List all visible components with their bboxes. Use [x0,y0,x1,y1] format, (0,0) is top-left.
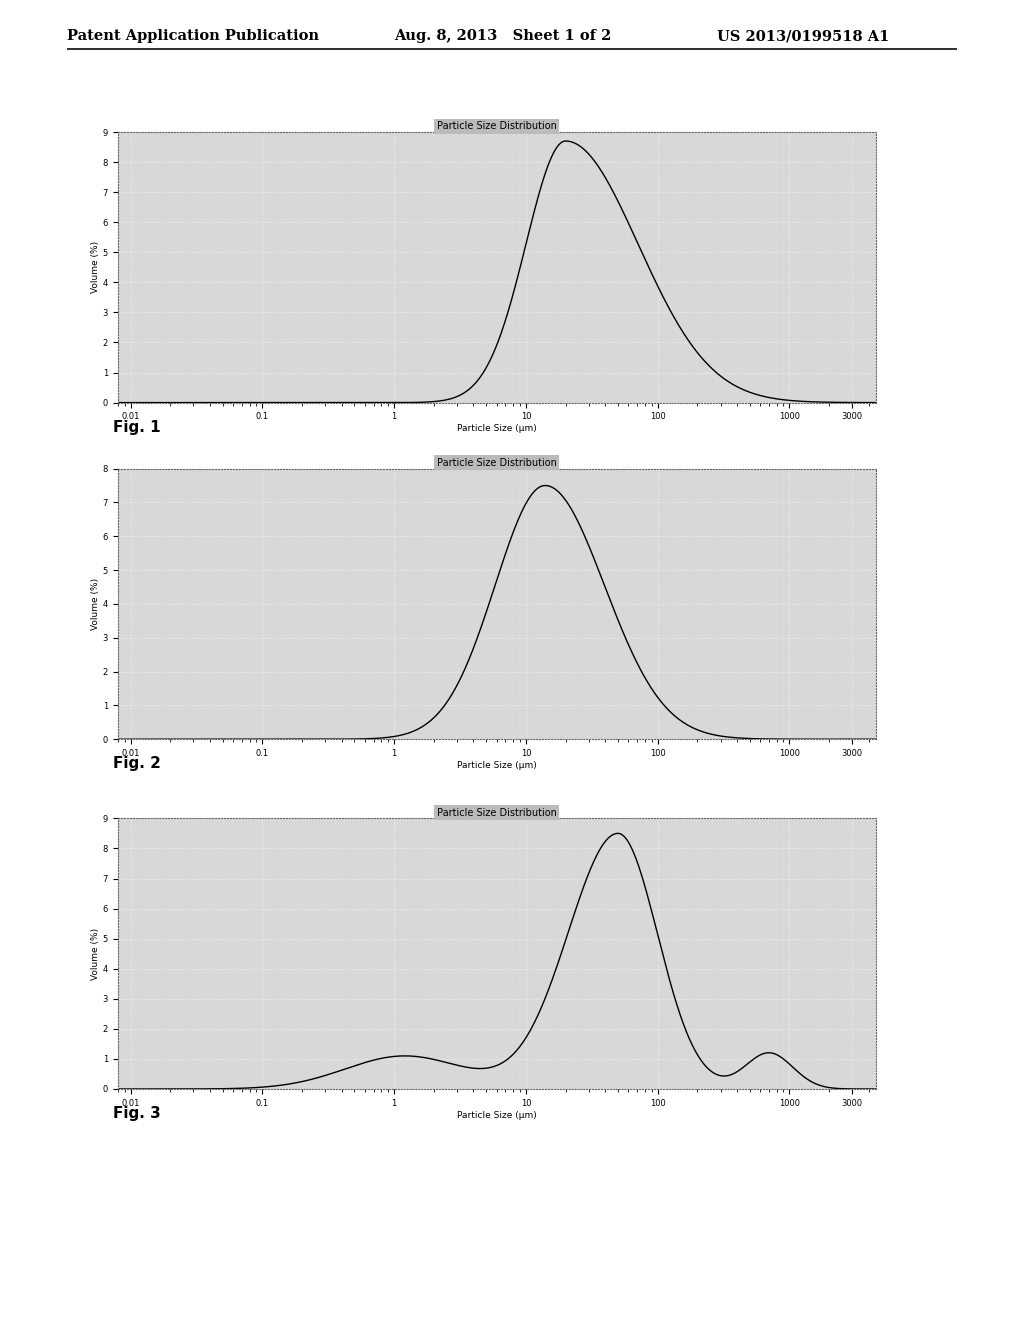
Title: Particle Size Distribution: Particle Size Distribution [436,121,557,131]
Y-axis label: Volume (%): Volume (%) [91,242,100,293]
X-axis label: Particle Size (μm): Particle Size (μm) [457,1110,537,1119]
Text: Fig. 1: Fig. 1 [113,420,161,434]
Text: Aug. 8, 2013   Sheet 1 of 2: Aug. 8, 2013 Sheet 1 of 2 [394,29,611,44]
X-axis label: Particle Size (μm): Particle Size (μm) [457,760,537,770]
Y-axis label: Volume (%): Volume (%) [91,578,100,630]
Text: Fig. 3: Fig. 3 [113,1106,161,1121]
X-axis label: Particle Size (μm): Particle Size (μm) [457,424,537,433]
Text: US 2013/0199518 A1: US 2013/0199518 A1 [717,29,889,44]
Title: Particle Size Distribution: Particle Size Distribution [436,808,557,817]
Text: Fig. 2: Fig. 2 [113,756,161,771]
Title: Particle Size Distribution: Particle Size Distribution [436,458,557,467]
Y-axis label: Volume (%): Volume (%) [91,928,100,979]
Text: Patent Application Publication: Patent Application Publication [67,29,318,44]
